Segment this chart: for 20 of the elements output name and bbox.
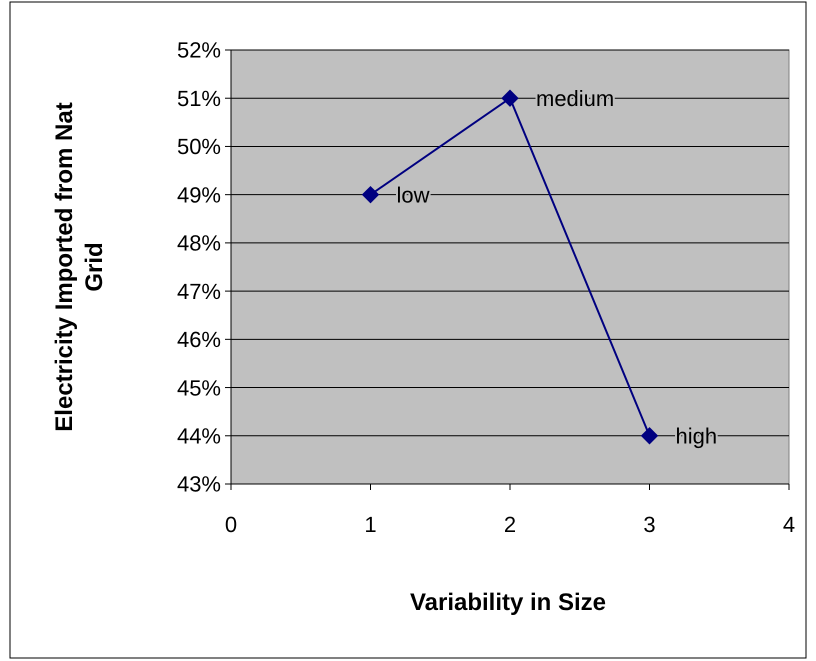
x-tick-label: 4 xyxy=(782,512,796,537)
y-tick-label: 43% xyxy=(176,472,221,497)
y-tick-label: 50% xyxy=(176,134,221,160)
x-axis-title: Variability in Size xyxy=(410,589,606,616)
y-tick-label: 49% xyxy=(176,182,221,208)
x-tick-label: 2 xyxy=(504,512,516,537)
y-tick-label: 45% xyxy=(176,375,221,400)
y-axis-title: Electricity Imported from Nat Grid xyxy=(51,102,108,432)
x-tick-label: 3 xyxy=(643,512,656,537)
x-tick-label: 1 xyxy=(364,512,377,537)
y-tick-label: 46% xyxy=(176,327,221,352)
x-tick-label: 0 xyxy=(224,512,238,537)
y-tick-label: 48% xyxy=(176,230,221,256)
y-tick-label: 52% xyxy=(176,38,221,63)
point xyxy=(641,427,658,444)
y-tick-label: 47% xyxy=(176,278,221,304)
y-tick-label: 44% xyxy=(176,423,221,448)
y-tick-label: 51% xyxy=(176,86,221,111)
point xyxy=(362,186,379,204)
point xyxy=(502,90,518,107)
